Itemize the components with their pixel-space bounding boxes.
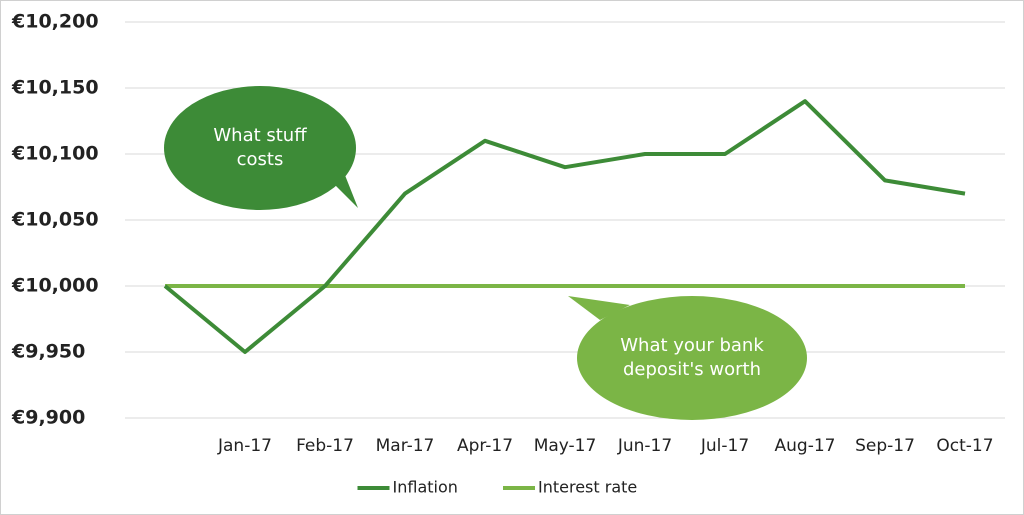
callout-text: What your bank deposit's worth — [620, 335, 764, 380]
callout-text: What stuff costs — [213, 125, 307, 170]
callout-tail — [568, 296, 630, 320]
callout-box: What your bank deposit's worth — [620, 335, 764, 380]
y-tick-label: €10,050 — [11, 209, 99, 231]
x-tick-label: Apr-17 — [457, 436, 513, 456]
callout: What your bank deposit's worth — [568, 296, 807, 420]
line — [163, 99, 966, 354]
x-tick-label: Aug-17 — [775, 436, 836, 456]
x-tick-label: Jan-17 — [217, 436, 272, 456]
x-tick-label: Jun-17 — [617, 436, 672, 456]
y-tick-label: €10,000 — [11, 275, 99, 297]
x-tick-label: Mar-17 — [376, 436, 435, 456]
x-tick-label: Sep-17 — [855, 436, 915, 456]
y-tick-label: €10,200 — [11, 11, 99, 33]
y-tick-label: €10,150 — [11, 77, 99, 99]
y-tick-label: €9,950 — [11, 341, 85, 363]
callout-bubble — [164, 86, 356, 210]
legend-label: Interest rate — [538, 478, 637, 497]
x-tick-label: Jul-17 — [700, 436, 749, 456]
y-tick-label: €10,100 — [11, 143, 99, 165]
x-tick-label: May-17 — [534, 436, 597, 456]
x-tick-label: Oct-17 — [936, 436, 993, 456]
y-tick-label: €9,900 — [11, 407, 85, 429]
x-tick-label: Feb-17 — [296, 436, 354, 456]
callout-bubble — [577, 296, 807, 420]
callout-box: What stuff costs — [213, 125, 307, 170]
callout: What stuff costs — [164, 86, 358, 210]
legend-label: Inflation — [393, 478, 458, 497]
